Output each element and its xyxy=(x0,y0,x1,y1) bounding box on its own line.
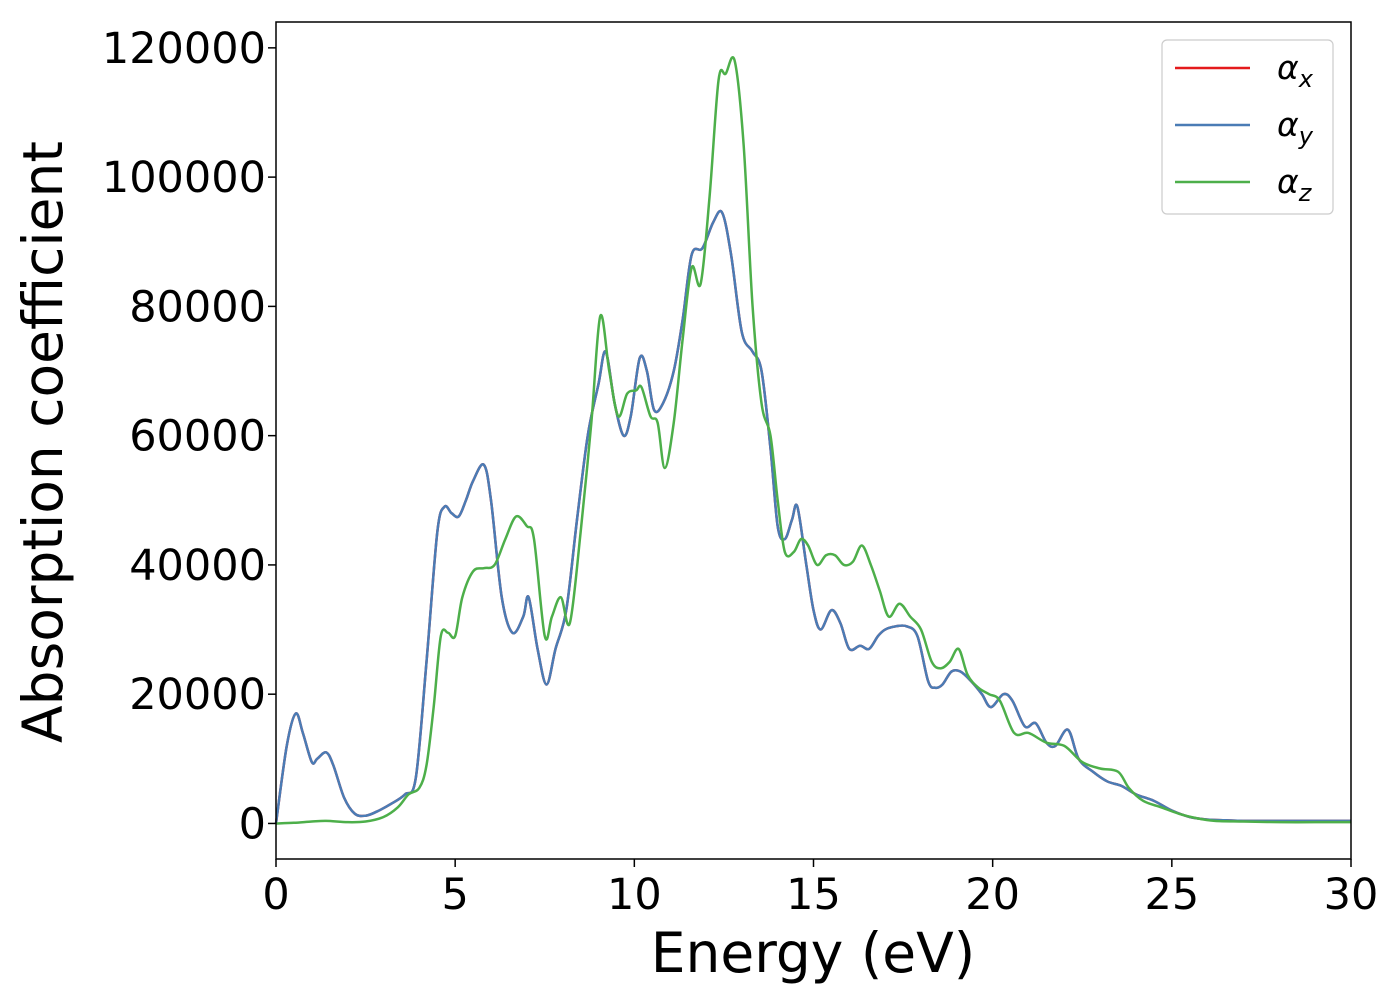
y-axis: 0 20000 40000 60000 80000 100000 120000 xyxy=(102,24,276,849)
x-tick-label: 5 xyxy=(441,870,468,920)
series-line-z xyxy=(275,56,1351,825)
y-axis-title: Absorption coefficient xyxy=(11,141,75,743)
x-tick-label: 20 xyxy=(965,870,1020,920)
series-line-y xyxy=(274,209,1351,824)
legend-label: αz xyxy=(1277,162,1313,207)
x-axis-title: Energy (eV) xyxy=(651,921,975,985)
legend-box xyxy=(1161,39,1334,215)
y-tick-label: 80000 xyxy=(129,282,266,332)
legend-label: αy xyxy=(1277,105,1314,150)
series-line-x xyxy=(274,209,1351,824)
y-tick-label: 40000 xyxy=(129,541,266,591)
x-axis: 0 5 10 15 20 25 30 xyxy=(262,859,1378,920)
y-tick-label: 120000 xyxy=(102,24,266,74)
legend-label: αx xyxy=(1277,48,1314,93)
y-tick-label: 0 xyxy=(239,799,266,849)
y-tick-label: 100000 xyxy=(102,153,266,203)
y-tick-label: 60000 xyxy=(129,412,266,462)
x-tick-label: 25 xyxy=(1144,870,1199,920)
series-layer xyxy=(274,56,1351,825)
x-tick-label: 15 xyxy=(786,870,841,920)
x-tick-label: 10 xyxy=(607,870,662,920)
legend: αx αy αz xyxy=(1161,39,1334,215)
x-tick-label: 30 xyxy=(1324,870,1379,920)
x-tick-label: 0 xyxy=(262,870,289,920)
y-tick-label: 20000 xyxy=(129,670,266,720)
